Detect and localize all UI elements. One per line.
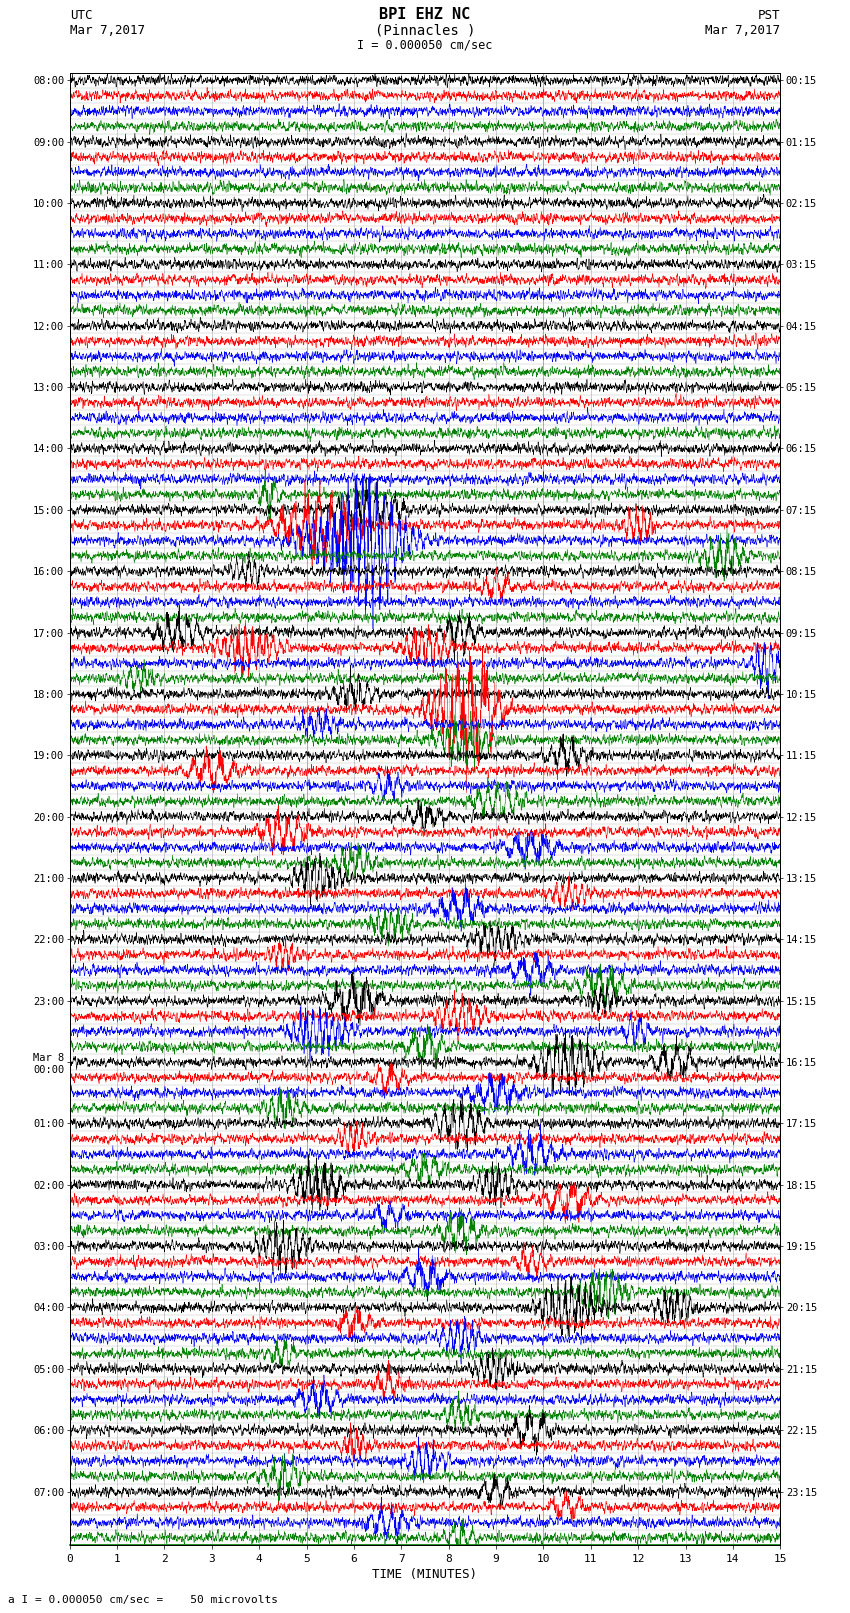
Text: a I = 0.000050 cm/sec =    50 microvolts: a I = 0.000050 cm/sec = 50 microvolts — [8, 1595, 279, 1605]
Text: BPI EHZ NC: BPI EHZ NC — [379, 6, 471, 23]
Text: UTC: UTC — [70, 8, 92, 23]
Text: PST: PST — [758, 8, 780, 23]
X-axis label: TIME (MINUTES): TIME (MINUTES) — [372, 1568, 478, 1581]
Text: Mar 7,2017: Mar 7,2017 — [70, 24, 144, 37]
Text: Mar 7,2017: Mar 7,2017 — [706, 24, 780, 37]
Text: I = 0.000050 cm/sec: I = 0.000050 cm/sec — [357, 39, 493, 52]
Text: (Pinnacles ): (Pinnacles ) — [375, 23, 475, 37]
